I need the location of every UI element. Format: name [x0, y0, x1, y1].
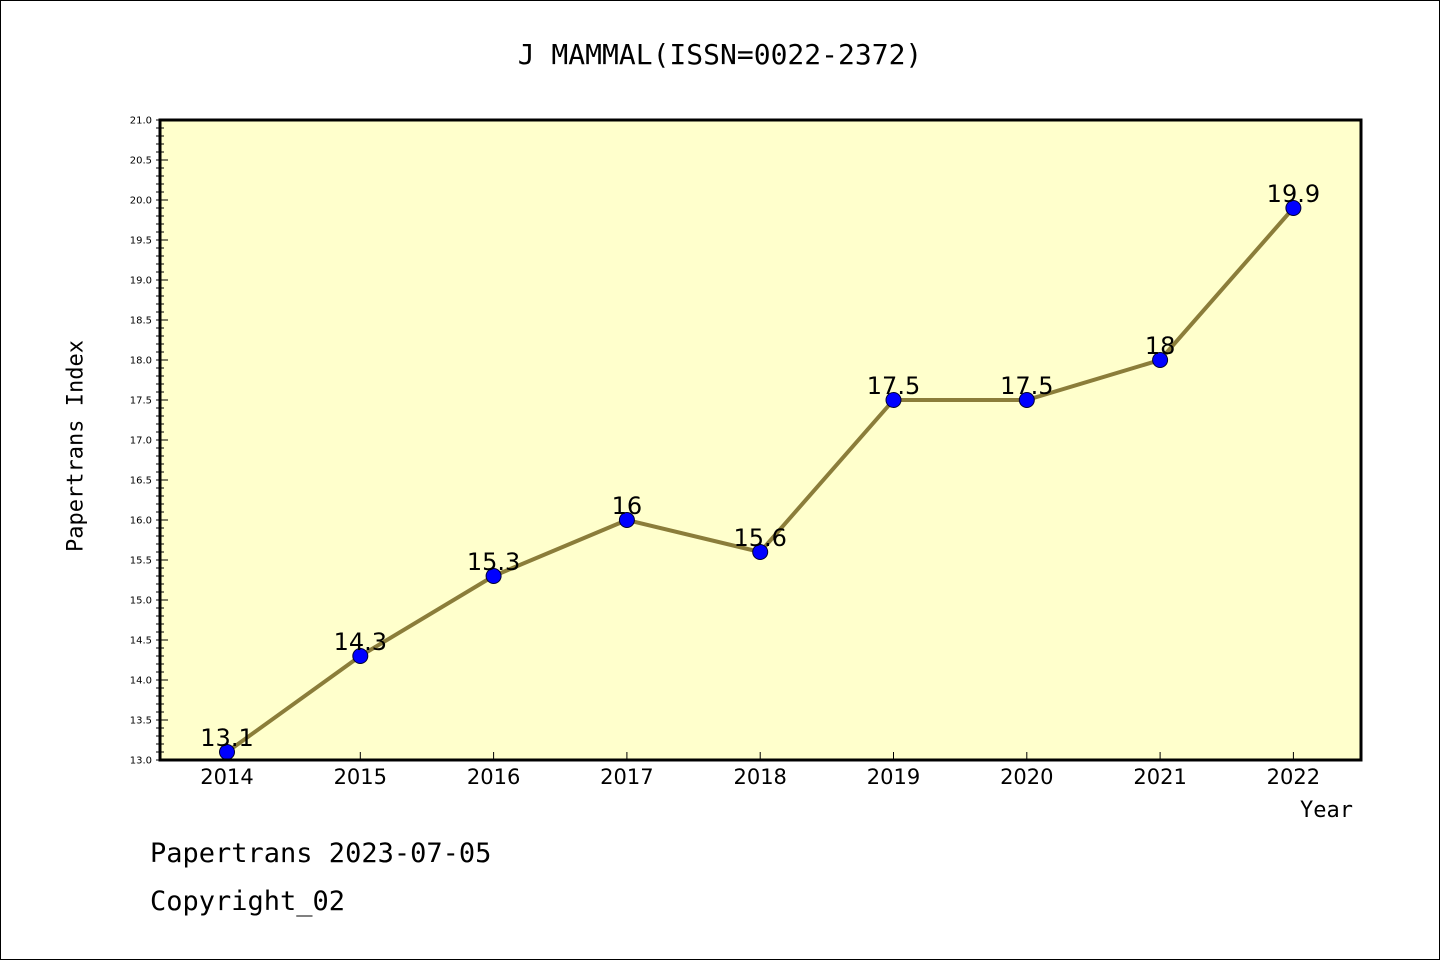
y-tick-label: 17.0 [130, 436, 152, 447]
x-tick-label: 2014 [200, 765, 253, 789]
data-label: 17.5 [867, 372, 920, 400]
data-point [485, 568, 502, 584]
footer-copyright: Copyright_02 [150, 886, 346, 917]
data-point [1018, 392, 1035, 408]
y-tick-label: 17.5 [130, 396, 152, 407]
data-label: 14.3 [334, 628, 387, 656]
data-point [352, 648, 369, 664]
footer-date: Papertrans 2023-07-05 [150, 838, 492, 869]
y-tick-label: 13.0 [130, 756, 152, 767]
y-tick-label: 15.0 [130, 596, 152, 607]
data-label: 19.9 [1267, 180, 1320, 208]
y-tick-label: 19.5 [130, 236, 152, 247]
y-tick-label: 19.0 [130, 276, 152, 287]
data-point [752, 544, 769, 560]
plot-border [158, 118, 1363, 762]
data-label: 15.3 [467, 548, 520, 576]
x-tick-label: 2020 [1000, 765, 1053, 789]
x-tick-label: 2021 [1133, 765, 1186, 789]
y-tick-label: 18.5 [130, 316, 152, 327]
data-point [618, 512, 635, 528]
x-tick-label: 2017 [600, 765, 653, 789]
y-tick-label: 18.0 [130, 356, 152, 367]
x-tick-label: 2022 [1267, 765, 1320, 789]
y-tick-label: 16.0 [130, 516, 152, 527]
y-tick-label: 13.5 [130, 716, 152, 727]
data-label: 18 [1145, 332, 1176, 360]
data-label: 16 [612, 492, 643, 520]
y-tick-label: 20.5 [130, 156, 152, 167]
y-tick-label: 14.0 [130, 676, 152, 687]
y-tick-label: 20.0 [130, 196, 152, 207]
data-point [885, 392, 902, 408]
y-tick-label: 15.5 [130, 556, 152, 567]
y-tick-label: 16.5 [130, 476, 152, 487]
plot-area [160, 120, 1361, 760]
x-tick-label: 2016 [467, 765, 520, 789]
x-tick-label: 2015 [334, 765, 387, 789]
y-tick-label: 21.0 [130, 116, 152, 127]
chart-title: J MAMMAL(ISSN=0022-2372) [517, 38, 923, 71]
x-axis-label: Year [1300, 798, 1353, 823]
data-label: 13.1 [200, 724, 253, 752]
data-point [1285, 200, 1302, 216]
y-tick-label: 14.5 [130, 636, 152, 647]
data-label: 15.6 [733, 524, 786, 552]
x-tick-label: 2019 [867, 765, 920, 789]
data-label: 17.5 [1000, 372, 1053, 400]
data-point [1152, 352, 1169, 368]
x-tick-label: 2018 [733, 765, 786, 789]
